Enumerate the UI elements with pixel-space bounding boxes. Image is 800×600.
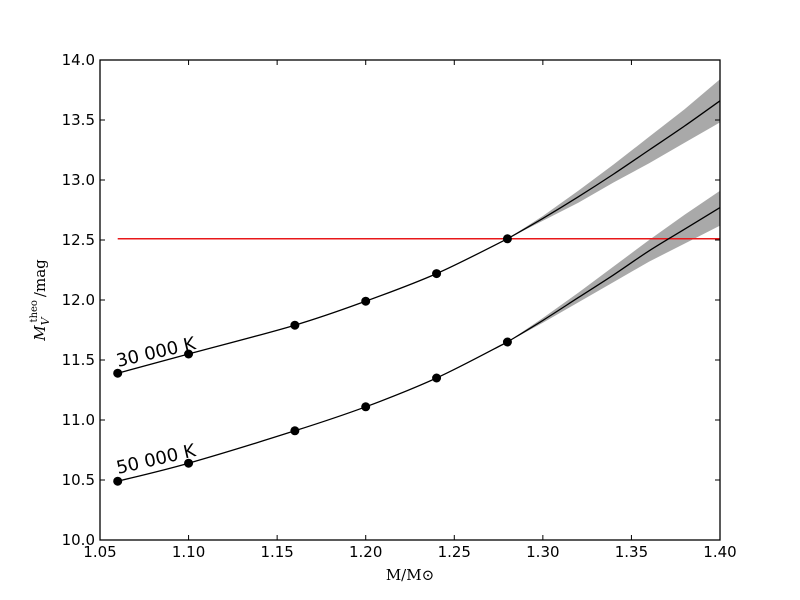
x-tick-label: 1.35 <box>615 543 648 561</box>
data-point <box>184 349 194 359</box>
y-axis-ticks: 10.0 10.5 11.0 11.5 12.0 12.5 13.0 13.5 14.0 <box>62 51 720 549</box>
uncertainty-band-1 <box>507 190 720 342</box>
x-axis-ticks: 1.05 1.10 1.15 1.20 1.25 1.30 1.35 1.40 <box>83 60 737 561</box>
x-tick-label: 1.15 <box>260 543 293 561</box>
y-tick-label: 11.0 <box>62 411 95 429</box>
y-axis-label-main: M <box>31 325 49 342</box>
x-axis-label: M/M⊙ <box>386 566 434 584</box>
x-tick-label: 1.25 <box>438 543 471 561</box>
x-tick-label: 1.05 <box>83 543 116 561</box>
series-extrapolation-0 <box>507 100 721 240</box>
x-tick-label: 1.10 <box>172 543 205 561</box>
data-point <box>113 368 123 378</box>
data-point <box>113 476 123 486</box>
data-point <box>361 296 371 306</box>
y-tick-label: 10.0 <box>62 531 95 549</box>
uncertainty-bands <box>507 79 720 342</box>
y-tick-label: 10.5 <box>62 471 95 489</box>
data-point <box>290 426 300 436</box>
series-markers <box>113 234 512 486</box>
series-extrapolation-1 <box>507 207 721 343</box>
y-tick-label: 12.5 <box>62 231 95 249</box>
y-axis-label: MVtheo/mag <box>29 259 52 342</box>
series-label-30000: 30 000 K <box>114 333 198 372</box>
data-point <box>432 269 442 279</box>
y-axis-label-sup: theo <box>29 300 40 322</box>
y-tick-label: 12.0 <box>62 291 95 309</box>
series-line-1 <box>117 341 508 482</box>
x-tick-label: 1.20 <box>349 543 382 561</box>
plot-frame <box>99 59 721 541</box>
series-line-0 <box>117 238 508 374</box>
series-label-50000: 50 000 K <box>114 440 198 479</box>
x-tick-label: 1.40 <box>703 543 736 561</box>
data-point <box>184 458 194 468</box>
data-point <box>502 337 512 347</box>
data-point <box>432 373 442 383</box>
y-axis-label-sub: V <box>39 316 52 325</box>
x-tick-label: 1.30 <box>526 543 559 561</box>
data-point <box>361 402 371 412</box>
series-lines <box>117 100 721 482</box>
y-tick-label: 13.0 <box>62 171 95 189</box>
y-tick-label: 11.5 <box>62 351 95 369</box>
y-axis-label-unit: /mag <box>31 259 49 297</box>
y-tick-label: 14.0 <box>62 51 95 69</box>
data-point <box>502 234 512 244</box>
data-point <box>290 320 300 330</box>
y-tick-label: 13.5 <box>62 111 95 129</box>
